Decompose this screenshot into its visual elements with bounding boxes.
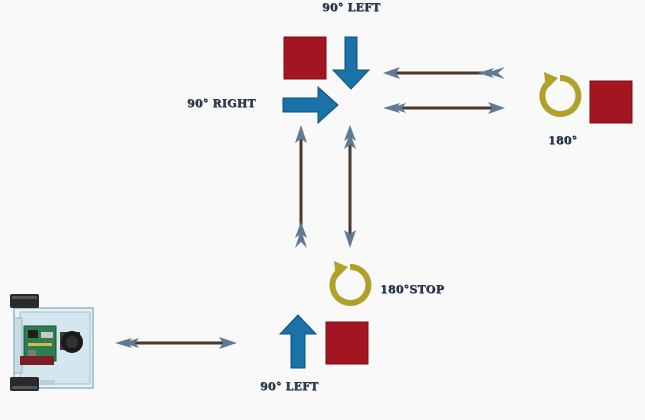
label-bottom-left-turn: 90° LEFT [260, 380, 319, 393]
path-arrow-right-vertical-icon [344, 125, 356, 248]
path-arrow-upper-horizontal-icon [383, 67, 505, 79]
path-arrow-left-vertical-icon [295, 125, 307, 248]
path-arrow-lower-horizontal-icon [383, 102, 505, 114]
label-u-turn-stop: 180°STOP [380, 283, 445, 296]
label-u-turn: 180° [548, 134, 578, 147]
turn-arrow-right-icon [282, 85, 339, 125]
label-right-turn: 90° RIGHT [187, 97, 256, 110]
rotate-arrow-bottom-icon [329, 261, 372, 306]
turn-arrow-down-icon [331, 36, 371, 90]
path-arrow-start-horizontal-icon [115, 337, 237, 349]
marker-square-right [589, 80, 633, 124]
label-top-left-turn: 90° LEFT [322, 1, 381, 14]
turn-arrow-up-icon [278, 314, 318, 369]
marker-square-top [283, 36, 327, 80]
robot-car-icon [10, 294, 94, 391]
rotate-arrow-right-icon [539, 72, 582, 117]
marker-square-bottom [325, 321, 369, 365]
